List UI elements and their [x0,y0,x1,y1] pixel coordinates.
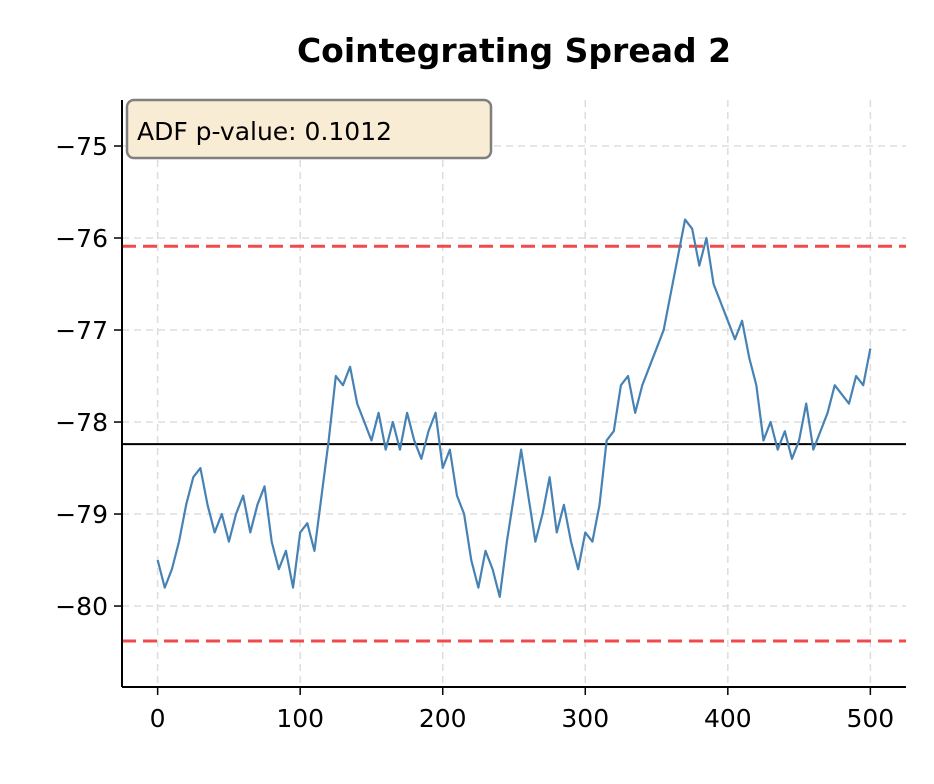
annotation-box: ADF p-value: 0.1012 [125,98,493,160]
grid [122,100,906,687]
x-tick-label: 300 [561,704,609,733]
y-tick-label: −79 [55,500,108,529]
y-tick-label: −78 [55,408,108,437]
y-tick-label: −76 [55,224,108,253]
series-line-spread [156,218,872,598]
y-tick-label: −80 [55,592,108,621]
y-tick-label: −75 [55,132,108,161]
y-axis-ticks: −80 −79 −78 −77 −76 −75 [55,132,122,621]
x-tick-label: 400 [704,704,752,733]
x-tick-label: 100 [276,704,324,733]
x-tick-label: 500 [847,704,895,733]
x-tick-label: 200 [419,704,467,733]
adf-annotation: ADF p-value: 0.1012 [137,117,392,146]
y-tick-label: −77 [55,316,108,345]
x-tick-label: 0 [150,704,166,733]
x-axis-ticks: 0 100 200 300 400 500 [150,687,895,733]
chart-title: Cointegrating Spread 2 [297,31,731,70]
